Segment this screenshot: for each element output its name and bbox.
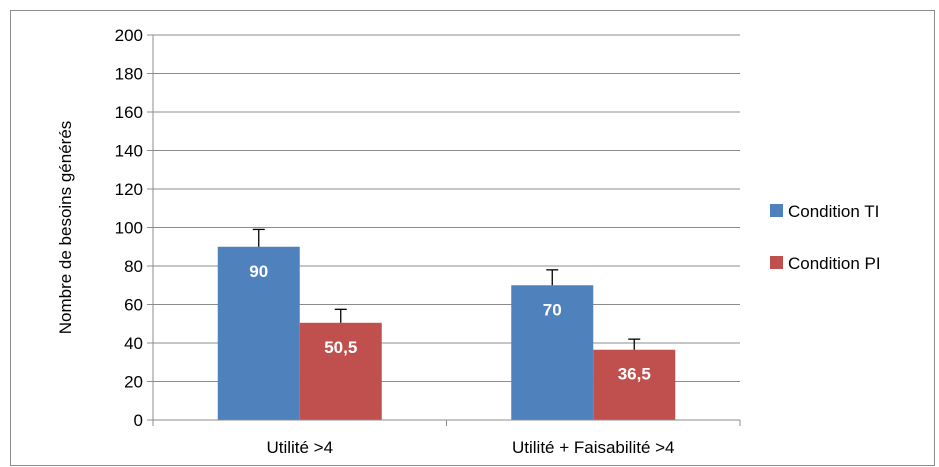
axes [152,35,741,426]
legend: Condition TI Condition PI [770,202,881,273]
bar [511,285,594,420]
y-tick-label: 40 [124,334,143,353]
x-axis-categories: Utilité >4 Utilité + Faisabilité >4 [266,438,674,457]
bar [217,246,300,420]
y-tick-label: 0 [134,411,143,430]
chart-frame [10,10,935,466]
y-tick-label: 200 [115,26,143,45]
y-tick-label: 60 [124,296,143,315]
y-tick-label: 120 [115,180,143,199]
y-axis-label: Nombre de besoins générés [56,121,75,335]
x-category-label: Utilité + Faisabilité >4 [512,438,675,457]
data-label: 36,5 [618,365,651,384]
y-axis-ticks: 0 20 40 60 80 100 120 140 160 180 200 [115,26,153,430]
legend-label: Condition TI [788,202,879,221]
bars [217,246,676,420]
y-tick-label: 80 [124,257,143,276]
data-labels: 90 50,5 70 36,5 [249,262,651,384]
legend-swatch [770,256,783,269]
x-category-label: Utilité >4 [266,438,333,457]
bar [299,322,382,420]
data-label: 90 [249,262,268,281]
legend-swatch [770,204,783,217]
y-tick-label: 20 [124,373,143,392]
data-label: 50,5 [324,338,357,357]
error-bars [252,228,641,350]
legend-label: Condition PI [788,254,881,273]
bar [593,349,676,420]
data-label: 70 [543,300,562,319]
y-tick-label: 140 [115,142,143,161]
y-tick-label: 160 [115,103,143,122]
y-tick-label: 100 [115,219,143,238]
y-tick-label: 180 [115,65,143,84]
